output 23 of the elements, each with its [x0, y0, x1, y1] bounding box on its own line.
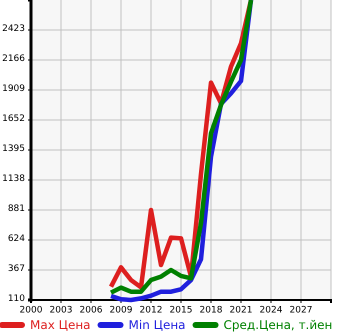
- x-tick-label: 2009: [110, 305, 133, 316]
- y-tick-label: 1652: [2, 114, 25, 124]
- legend-label: Сред.Цена, т.йен: [224, 318, 332, 332]
- x-tick-label: 2024: [260, 305, 283, 316]
- y-tick-label: 2166: [2, 54, 26, 64]
- x-tick-label: 2012: [140, 305, 162, 316]
- x-tick-label: 2000: [20, 305, 43, 316]
- y-tick-label: 1395: [2, 144, 25, 154]
- x-tick-label: 2021: [230, 305, 252, 316]
- y-tick-label: 367: [8, 264, 25, 274]
- x-tick-label: 2006: [80, 305, 103, 316]
- legend-label: Max Цена: [30, 318, 91, 332]
- y-tick-label: 2423: [2, 24, 25, 34]
- x-tick-label: 2018: [200, 305, 223, 316]
- x-tick-label: 2003: [50, 305, 72, 316]
- y-tick-label: 1138: [2, 174, 26, 184]
- y-tick-label: 881: [8, 204, 25, 214]
- y-tick-label: 1909: [2, 84, 26, 94]
- legend-label: Min Цена: [128, 318, 186, 332]
- x-tick-label: 2027: [290, 305, 312, 316]
- x-tick-label: 2015: [170, 305, 192, 316]
- y-tick-label: 624: [8, 234, 26, 244]
- y-tick-label: 110: [8, 294, 26, 304]
